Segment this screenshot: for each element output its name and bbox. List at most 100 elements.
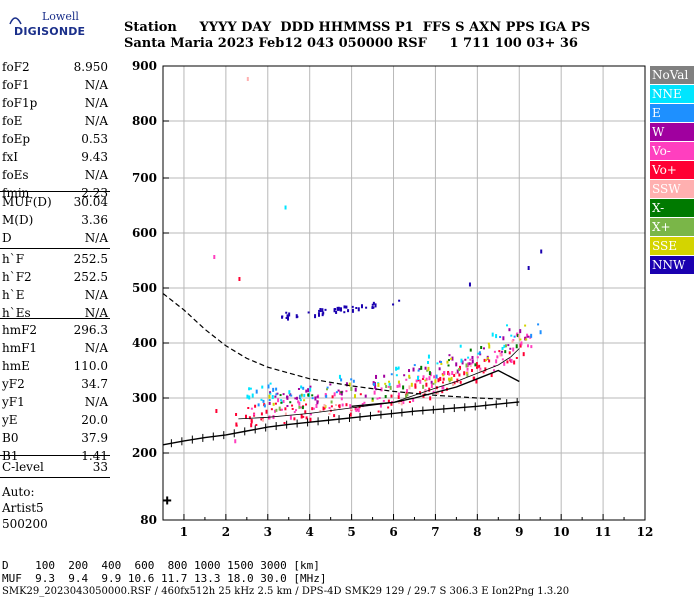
echo-point	[442, 371, 445, 376]
echo-point	[328, 406, 331, 409]
echo-point	[345, 390, 348, 393]
echo-point	[248, 395, 251, 400]
echo-point	[490, 373, 493, 378]
param-foEs: foEs N/A	[2, 168, 108, 182]
echo-point	[447, 370, 450, 375]
echo-point	[330, 400, 333, 404]
echo-point	[351, 308, 354, 313]
echo-point	[384, 395, 387, 399]
echo-point	[269, 391, 272, 395]
echo-point	[364, 394, 367, 398]
echo-point	[337, 306, 340, 311]
echo-point	[343, 305, 346, 309]
echo-point	[284, 412, 287, 416]
echo-point	[395, 374, 398, 377]
echo-point	[272, 415, 275, 420]
echo-point	[435, 391, 438, 394]
echo-point	[302, 386, 305, 390]
echo-point	[487, 357, 490, 360]
echo-point	[398, 383, 401, 388]
echo-point	[235, 422, 238, 427]
param-hmF1: hmF1 N/A	[2, 341, 108, 355]
echo-point	[375, 374, 378, 379]
echo-point	[432, 390, 435, 393]
echo-point	[524, 336, 527, 341]
echo-point	[280, 401, 283, 404]
echo-point	[483, 358, 486, 362]
echo-point	[250, 418, 253, 422]
echo-point	[271, 395, 274, 400]
echo-point	[335, 391, 338, 394]
echo-point	[453, 381, 456, 385]
echo-point	[421, 377, 424, 380]
echo-point	[309, 387, 312, 392]
echo-point	[319, 308, 322, 313]
echo-point	[469, 348, 472, 352]
echo-point	[352, 379, 355, 383]
echo-point	[333, 308, 336, 313]
echo-point	[466, 362, 469, 367]
echo-point	[257, 403, 260, 407]
echo-point	[432, 382, 435, 385]
echo-point	[295, 409, 298, 412]
echo-point	[307, 311, 310, 314]
echo-point	[447, 364, 450, 367]
echo-point	[345, 305, 348, 309]
echo-point	[412, 397, 415, 402]
echo-point	[213, 255, 216, 259]
echo-point	[434, 379, 437, 384]
echo-point	[396, 367, 399, 370]
echo-point	[289, 401, 292, 404]
echo-point	[450, 357, 453, 360]
echo-point	[451, 356, 454, 361]
legend-e: E	[650, 104, 694, 122]
echo-point	[439, 376, 442, 381]
echo-point	[295, 314, 298, 319]
echo-point	[418, 391, 421, 394]
logo-arc-icon	[9, 17, 22, 25]
echo-point	[269, 392, 272, 395]
echo-point	[516, 332, 519, 337]
echo-point	[499, 336, 502, 339]
echo-point	[408, 374, 411, 378]
echo-point	[300, 385, 303, 389]
echo-point	[446, 360, 449, 364]
echo-point	[405, 378, 408, 381]
echo-point	[349, 404, 352, 409]
echo-point	[340, 391, 343, 394]
echo-point	[442, 386, 445, 390]
echo-point	[288, 312, 291, 317]
echo-point	[294, 397, 297, 400]
y-tick-label: 500	[132, 281, 157, 295]
echo-point	[476, 365, 479, 369]
echo-point	[331, 395, 334, 399]
echo-point	[526, 333, 529, 338]
echo-point	[215, 409, 218, 413]
echo-point	[529, 335, 532, 339]
x-tick-label: 9	[515, 525, 523, 539]
echo-point	[408, 385, 411, 390]
echo-point	[355, 407, 358, 412]
echo-point	[427, 360, 430, 364]
echo-point	[238, 277, 241, 281]
echo-point	[509, 359, 512, 362]
echo-point	[315, 404, 318, 409]
echo-point	[504, 350, 507, 354]
echo-point	[307, 388, 310, 393]
echo-point	[305, 403, 308, 406]
echo-point	[485, 359, 488, 362]
echo-point	[296, 315, 299, 318]
echo-point	[519, 343, 522, 348]
echo-point	[281, 315, 284, 318]
param-B0: B0 37.9	[2, 431, 108, 445]
echo-point	[482, 347, 485, 350]
echo-point	[519, 329, 522, 334]
echo-point	[371, 399, 374, 402]
echo-point	[445, 387, 448, 391]
echo-point	[503, 344, 506, 348]
echo-point	[540, 249, 543, 254]
echo-point	[509, 347, 512, 350]
echo-point	[311, 397, 314, 400]
param-md: M(D) 3.36	[2, 213, 108, 227]
echo-point	[506, 360, 509, 364]
